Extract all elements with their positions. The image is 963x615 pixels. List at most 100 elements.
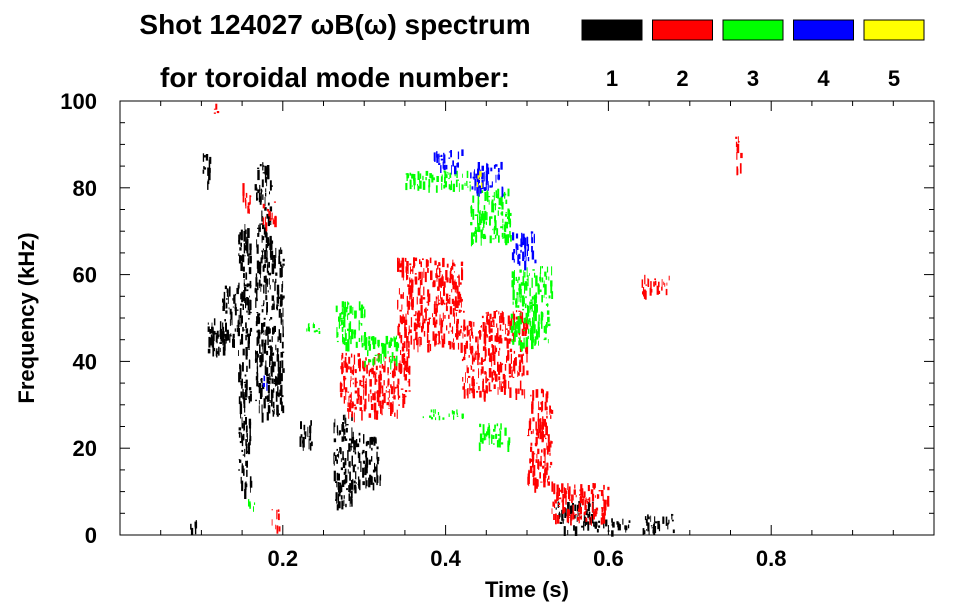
spectral-mark xyxy=(281,287,283,293)
spectral-mark xyxy=(256,260,260,269)
spectral-mark xyxy=(542,430,543,434)
spectral-mark xyxy=(547,339,549,344)
spectral-mark xyxy=(309,442,312,451)
spectral-mark xyxy=(583,511,586,516)
spectral-mark xyxy=(276,525,279,534)
spectral-mark xyxy=(236,309,239,311)
spectral-mark xyxy=(278,308,281,318)
spectral-mark xyxy=(409,285,412,290)
spectral-mark xyxy=(274,281,276,292)
spectral-mark xyxy=(531,403,534,414)
spectral-mark xyxy=(405,183,408,191)
spectral-mark xyxy=(457,342,460,350)
spectral-mark xyxy=(410,266,411,275)
spectral-mark xyxy=(458,299,460,306)
spectral-mark xyxy=(509,340,511,343)
spectral-mark xyxy=(485,376,487,384)
spectral-mark xyxy=(643,287,645,297)
spectral-mark xyxy=(260,283,262,292)
spectral-mark xyxy=(522,312,524,323)
spectral-mark xyxy=(398,258,400,268)
spectral-mark xyxy=(347,343,350,352)
spectral-mark xyxy=(270,352,273,361)
spectral-mark xyxy=(405,313,407,320)
spectral-mark xyxy=(222,330,225,336)
spectral-mark xyxy=(240,476,242,484)
spectral-mark xyxy=(259,228,261,232)
spectral-mark xyxy=(553,483,556,495)
spectral-mark xyxy=(262,385,265,390)
spectral-mark xyxy=(489,216,491,226)
spectral-mark xyxy=(263,317,266,320)
spectral-mark xyxy=(489,389,492,392)
spectral-mark xyxy=(396,384,398,389)
legend-label-mode-1: 1 xyxy=(606,66,618,91)
spectral-mark xyxy=(240,380,243,386)
spectral-mark xyxy=(352,382,354,385)
spectral-mark xyxy=(520,322,522,325)
spectral-mark xyxy=(248,398,251,404)
spectral-mark xyxy=(379,478,381,486)
spectral-mark xyxy=(249,436,252,442)
spectral-mark xyxy=(362,460,366,464)
spectral-mark xyxy=(543,448,546,456)
spectral-mark xyxy=(255,297,257,308)
spectral-mark xyxy=(524,247,527,257)
spectral-mark xyxy=(246,244,249,252)
spectral-mark xyxy=(465,372,466,383)
spectral-mark xyxy=(579,494,582,496)
spectral-mark xyxy=(459,282,462,285)
spectral-mark xyxy=(475,173,478,179)
spectral-mark xyxy=(338,430,342,435)
spectral-mark xyxy=(540,388,544,394)
spectral-mark xyxy=(263,375,266,382)
spectral-mark xyxy=(352,378,354,380)
spectral-mark xyxy=(307,327,310,332)
spectral-mark xyxy=(419,322,421,328)
spectral-mark xyxy=(349,438,352,441)
spectral-mark xyxy=(525,296,527,299)
spectral-mark xyxy=(430,343,432,352)
spectral-mark xyxy=(248,253,250,264)
spectral-mark xyxy=(539,289,542,293)
spectral-mark xyxy=(540,266,542,274)
spectral-mark xyxy=(402,343,404,345)
spectral-mark xyxy=(503,387,506,395)
spectral-mark xyxy=(545,425,548,435)
spectral-mark xyxy=(239,322,241,325)
spectral-mark xyxy=(558,513,561,518)
spectral-mark xyxy=(477,202,480,213)
spectral-mark xyxy=(378,401,380,407)
spectral-mark xyxy=(464,334,466,337)
spectral-mark xyxy=(594,511,598,515)
spectral-mark xyxy=(257,385,261,388)
spectral-mark xyxy=(559,497,562,500)
spectral-mark xyxy=(498,364,501,375)
spectral-mark xyxy=(480,229,483,239)
spectral-mark xyxy=(417,316,421,322)
spectral-mark xyxy=(279,360,282,372)
spectral-mark xyxy=(263,398,266,409)
spectral-mark xyxy=(210,334,213,345)
spectral-mark xyxy=(347,402,349,408)
spectral-mark xyxy=(244,414,246,416)
spectral-mark xyxy=(608,503,610,506)
spectral-mark xyxy=(263,300,265,305)
spectral-mark xyxy=(263,266,266,268)
spectral-mark xyxy=(343,316,346,328)
spectral-mark xyxy=(471,345,474,354)
spectral-mark xyxy=(232,338,235,348)
spectral-mark xyxy=(267,326,270,335)
spectral-mark xyxy=(418,271,421,279)
spectral-mark xyxy=(403,367,405,377)
spectral-mark xyxy=(527,306,530,317)
spectral-mark xyxy=(267,237,270,247)
spectral-mark xyxy=(500,196,503,206)
mode-3-region-4 xyxy=(470,188,512,247)
spectral-mark xyxy=(363,335,365,346)
spectral-mark xyxy=(499,315,501,324)
spectral-mark xyxy=(282,295,285,299)
spectral-mark xyxy=(503,224,505,232)
spectral-mark xyxy=(239,459,242,463)
spectral-mark xyxy=(628,520,631,523)
